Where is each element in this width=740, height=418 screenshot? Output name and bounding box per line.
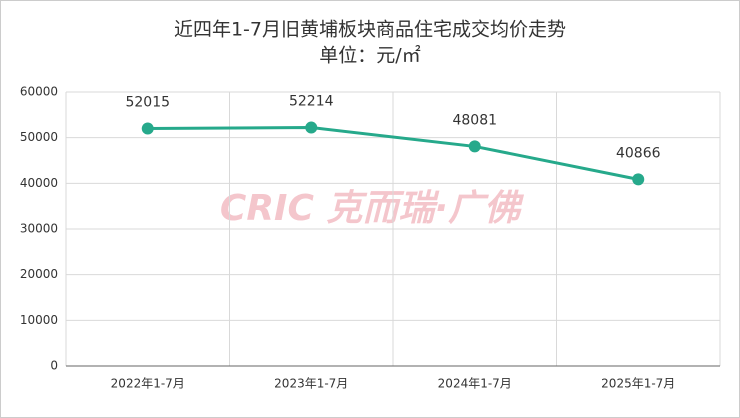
x-tick-label: 2022年1-7月 xyxy=(111,377,185,391)
data-label: 52015 xyxy=(125,94,170,110)
x-tick-label: 2024年1-7月 xyxy=(438,377,512,391)
y-tick-label: 50000 xyxy=(20,130,58,144)
point xyxy=(468,140,481,153)
y-tick-label: 0 xyxy=(50,359,58,373)
data-label: 52214 xyxy=(289,94,334,110)
y-tick-label: 40000 xyxy=(20,176,58,190)
point xyxy=(632,173,645,186)
y-tick-label: 20000 xyxy=(20,267,58,281)
chart-title: 近四年1-7月旧黄埔板块商品住宅成交均价走势 xyxy=(174,19,566,41)
data-label: 40866 xyxy=(616,145,661,161)
y-tick-label: 10000 xyxy=(20,313,58,327)
line xyxy=(147,126,639,181)
y-tick-label: 60000 xyxy=(20,85,58,99)
y-tick-label: 30000 xyxy=(20,222,58,236)
point xyxy=(305,121,318,134)
chart-subtitle: 单位：元/㎡ xyxy=(319,44,420,67)
watermark: CRIC 克而瑞·广佛 xyxy=(220,188,524,229)
x-tick-label: 2023年1-7月 xyxy=(274,377,348,391)
x-tick-label: 2025年1-7月 xyxy=(601,377,675,391)
data-label: 48081 xyxy=(452,112,497,128)
point xyxy=(141,122,154,135)
